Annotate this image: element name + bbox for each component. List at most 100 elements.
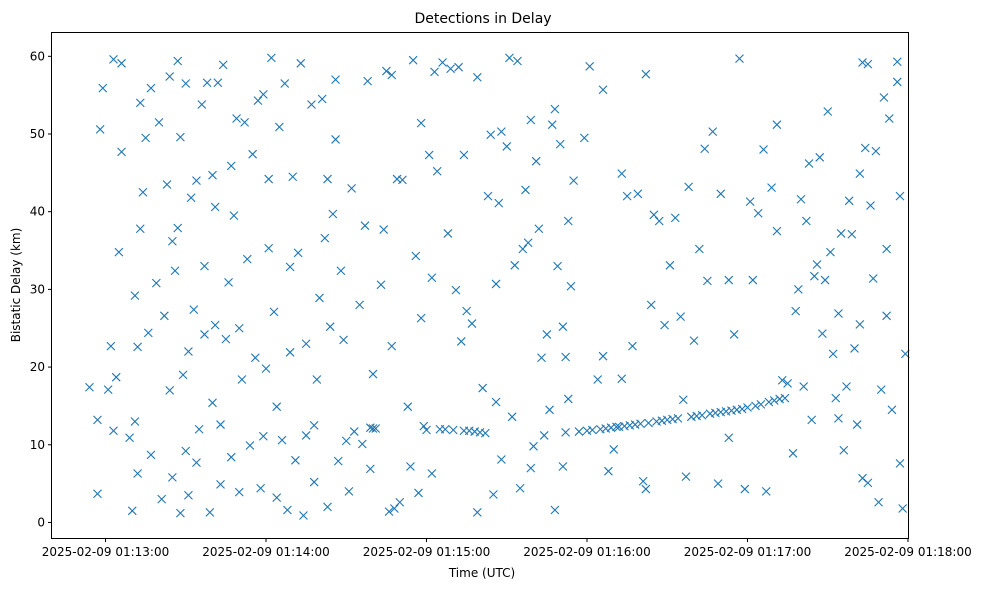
y-tick-label: 50 (30, 127, 45, 141)
data-point (154, 117, 164, 127)
data-point (761, 486, 771, 496)
data-point (539, 431, 549, 440)
data-point (702, 276, 712, 286)
data-point (665, 260, 675, 270)
data-point (844, 196, 854, 206)
data-point (641, 484, 651, 494)
data-point (638, 476, 648, 486)
data-point (553, 261, 562, 271)
data-point (288, 172, 298, 182)
data-point (261, 364, 271, 374)
data-point (673, 413, 683, 423)
data-point (387, 341, 397, 351)
data-point (208, 170, 217, 180)
data-point (226, 452, 236, 462)
data-point (681, 472, 691, 482)
data-point (542, 330, 552, 339)
data-point (301, 431, 311, 440)
data-point (799, 382, 809, 391)
data-point (876, 385, 886, 394)
data-point (325, 322, 335, 332)
data-point (507, 412, 517, 422)
data-point (836, 229, 846, 238)
data-point (411, 251, 421, 261)
data-point (315, 293, 324, 303)
data-point (737, 404, 747, 414)
data-point (159, 311, 169, 321)
data-point (216, 420, 225, 429)
data-point (446, 64, 455, 74)
data-point (515, 483, 525, 493)
data-point (103, 385, 113, 394)
data-point (387, 70, 397, 80)
data-point (852, 420, 862, 429)
data-point (403, 402, 413, 412)
x-tick-label: 2025-02-09 01:13:00 (42, 545, 169, 559)
data-point (451, 285, 461, 295)
data-point (459, 150, 469, 160)
data-point (633, 189, 643, 199)
data-point (448, 425, 458, 435)
data-point (237, 375, 247, 384)
data-point (258, 431, 268, 441)
data-point (341, 436, 351, 446)
x-tick-label: 2025-02-09 01:17:00 (684, 545, 811, 559)
x-axis-label: Time (UTC) (448, 566, 515, 580)
data-point (868, 274, 878, 283)
data-point (488, 490, 498, 499)
data-point (566, 281, 576, 291)
data-point (264, 174, 274, 184)
data-point (173, 223, 183, 233)
data-point (331, 75, 340, 85)
data-point (317, 94, 327, 104)
data-point (98, 83, 108, 93)
data-point (895, 191, 905, 201)
data-point (178, 370, 188, 380)
data-point (213, 78, 223, 88)
data-point (550, 505, 560, 515)
data-point (563, 216, 573, 226)
data-point (521, 185, 530, 195)
data-point (644, 418, 653, 428)
data-point (283, 505, 292, 515)
data-point (574, 427, 584, 436)
data-point (569, 176, 579, 186)
data-point (181, 446, 191, 456)
data-point (724, 275, 734, 285)
data-point (505, 53, 514, 63)
data-point (558, 322, 568, 332)
data-point (336, 266, 346, 276)
data-point (355, 300, 365, 310)
data-point (133, 342, 142, 352)
data-point (809, 271, 819, 281)
data-point (561, 427, 570, 437)
data-point (804, 159, 814, 168)
data-point (764, 397, 774, 407)
data-point (483, 191, 493, 201)
data-point (200, 261, 209, 271)
data-point (368, 424, 378, 433)
data-point (109, 55, 118, 64)
data-point (895, 459, 905, 468)
data-point (146, 83, 156, 93)
data-point (109, 426, 118, 436)
data-point (360, 221, 370, 231)
data-point (226, 161, 236, 171)
data-point (170, 266, 180, 276)
data-point (486, 130, 496, 140)
data-point (173, 56, 183, 66)
data-point (381, 66, 391, 76)
data-point (815, 152, 825, 162)
data-point (823, 107, 833, 116)
data-point (406, 462, 415, 471)
data-point (232, 114, 241, 123)
data-point (759, 145, 768, 154)
data-point (892, 77, 902, 87)
data-point (641, 69, 651, 79)
data-point (871, 146, 881, 156)
data-point (617, 374, 627, 384)
data-point (529, 441, 538, 451)
data-point (526, 115, 536, 125)
data-point (202, 78, 212, 88)
